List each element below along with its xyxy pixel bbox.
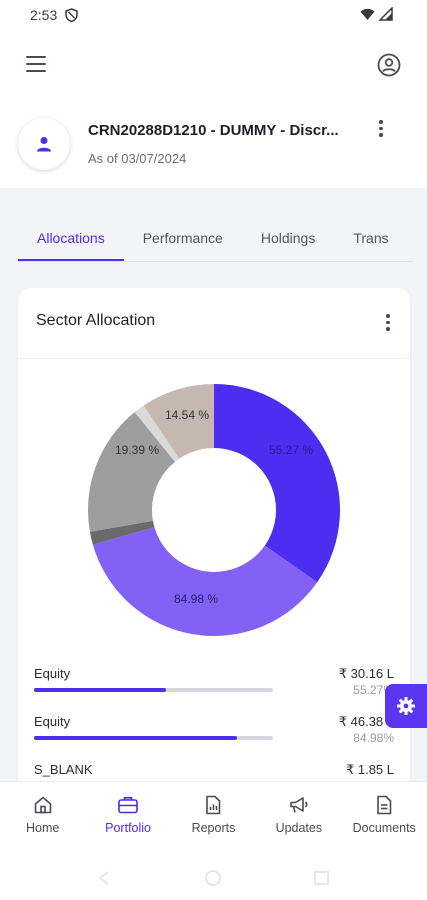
nav-updates[interactable]: Updates xyxy=(259,782,339,851)
nav-label: Reports xyxy=(191,821,236,835)
allocation-amount: ₹ 46.38 L xyxy=(338,714,394,729)
portfolio-tabs: Allocations Performance Holdings Trans xyxy=(18,216,413,262)
person-icon xyxy=(37,137,51,152)
sector-allocation-card: Sector Allocation 55.27 % 84.98 % 19.39 … xyxy=(18,288,410,781)
bottom-nav: Home Portfolio Reports Updates xyxy=(0,781,427,851)
donut-slice-1[interactable] xyxy=(214,384,340,583)
account-name: CRN20288D1210 - DUMMY - Discr... xyxy=(88,122,339,139)
slice-label-3: 19.39 % xyxy=(115,443,159,457)
allocation-amount: ₹ 30.16 L xyxy=(338,666,394,681)
user-circle-icon xyxy=(377,53,401,77)
nav-documents[interactable]: Documents xyxy=(344,782,424,851)
account-header[interactable]: CRN20288D1210 - DUMMY - Discr... As of 0… xyxy=(0,112,427,188)
allocation-name: Equity xyxy=(34,666,71,681)
slice-label-1: 55.27 % xyxy=(269,443,313,457)
shield-icon xyxy=(65,8,78,22)
nav-home[interactable]: Home xyxy=(3,782,83,851)
allocation-percent: 55.27% xyxy=(353,683,394,697)
app-bar xyxy=(0,44,427,88)
avatar xyxy=(18,118,70,170)
allocation-progress-bar xyxy=(34,688,273,692)
allocation-amount: ₹ 1.85 L xyxy=(345,762,394,777)
menu-button[interactable] xyxy=(26,56,48,74)
home-icon xyxy=(34,796,51,814)
status-time: 2:53 xyxy=(30,7,58,23)
nav-label: Documents xyxy=(352,821,416,835)
allocation-name: Equity xyxy=(34,714,71,729)
allocation-progress-bar xyxy=(34,736,273,740)
donut-slice-2[interactable] xyxy=(92,510,318,636)
status-bar: 2:53 xyxy=(0,0,427,30)
donut-hole xyxy=(152,448,276,572)
nav-reports[interactable]: Reports xyxy=(173,782,253,851)
tab-performance[interactable]: Performance xyxy=(142,230,223,246)
allocation-name: S_BLANK xyxy=(34,762,93,777)
allocation-list: Equity ₹ 30.16 L 55.27% Equity ₹ 46.38 L… xyxy=(34,662,394,781)
gear-icon xyxy=(397,697,415,715)
as-of-date: As of 03/07/2024 xyxy=(88,151,187,166)
tab-allocations[interactable]: Allocations xyxy=(18,216,124,261)
profile-button[interactable] xyxy=(377,53,401,77)
document-icon xyxy=(377,795,392,815)
nav-portfolio[interactable]: Portfolio xyxy=(88,782,168,851)
tab-transactions[interactable]: Trans xyxy=(353,230,389,246)
divider xyxy=(18,358,410,359)
slice-label-2: 84.98 % xyxy=(174,592,218,606)
sector-donut-chart[interactable]: 55.27 % 84.98 % 19.39 % 14.54 % xyxy=(88,384,340,636)
allocation-percent: 84.98% xyxy=(353,731,394,745)
list-item[interactable]: Equity ₹ 30.16 L 55.27% xyxy=(34,662,394,710)
list-item[interactable]: Equity ₹ 46.38 L 84.98% xyxy=(34,710,394,758)
main-content: Allocations Performance Holdings Trans S… xyxy=(0,188,427,781)
signal-icon xyxy=(379,7,393,21)
card-title: Sector Allocation xyxy=(36,312,156,329)
nav-label: Updates xyxy=(275,821,323,835)
nav-label: Portfolio xyxy=(105,821,151,835)
megaphone-icon xyxy=(290,797,308,813)
system-gesture-bar xyxy=(98,870,329,886)
settings-button[interactable] xyxy=(385,684,427,728)
card-more-button[interactable] xyxy=(380,314,396,334)
slice-label-4: 14.54 % xyxy=(165,408,209,422)
account-more-button[interactable] xyxy=(373,120,389,140)
wifi-icon xyxy=(360,8,375,20)
nav-label: Home xyxy=(26,821,60,835)
briefcase-icon xyxy=(118,797,138,814)
tab-holdings[interactable]: Holdings xyxy=(260,230,316,246)
report-icon xyxy=(206,795,221,815)
list-item[interactable]: S_BLANK ₹ 1.85 L xyxy=(34,758,394,781)
